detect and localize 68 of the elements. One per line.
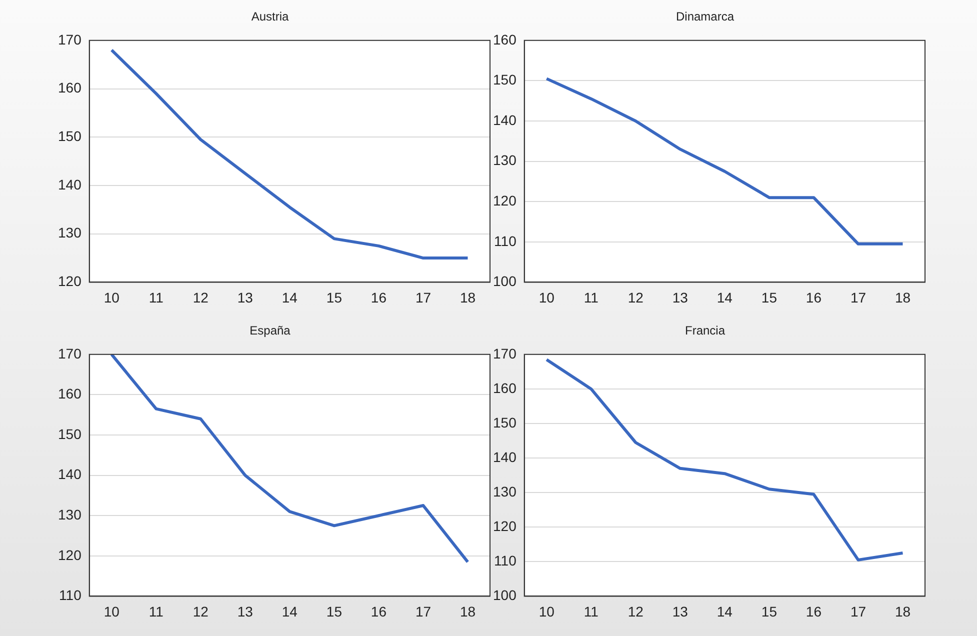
x-tick-label: 15 xyxy=(326,603,342,620)
x-tick-label: 14 xyxy=(716,289,733,306)
x-tick-label: 14 xyxy=(282,289,298,306)
x-tick-label: 13 xyxy=(672,603,688,620)
x-tick-label: 11 xyxy=(148,289,164,306)
y-tick-label: 160 xyxy=(58,80,82,96)
chart-title: España xyxy=(250,324,291,338)
y-tick-label: 120 xyxy=(493,192,517,208)
x-tick-label: 17 xyxy=(850,289,866,306)
y-tick-label: 130 xyxy=(493,483,517,500)
x-tick-label: 12 xyxy=(192,289,209,306)
y-tick-label: 170 xyxy=(493,345,517,362)
x-tick-label: 11 xyxy=(148,603,164,620)
x-tick-label: 17 xyxy=(850,603,866,620)
y-tick-label: 170 xyxy=(58,345,82,362)
x-tick-label: 15 xyxy=(326,289,342,306)
y-tick-label: 110 xyxy=(59,587,82,604)
chart-title: Francia xyxy=(684,324,726,338)
y-tick-label: 130 xyxy=(58,224,82,241)
x-tick-label: 10 xyxy=(104,603,120,620)
y-tick-label: 130 xyxy=(493,152,517,168)
x-tick-label: 18 xyxy=(894,603,911,620)
x-tick-label: 12 xyxy=(628,289,644,306)
x-tick-label: 16 xyxy=(370,289,387,306)
y-tick-label: 140 xyxy=(58,466,82,482)
y-tick-label: 140 xyxy=(493,448,517,465)
x-tick-label: 10 xyxy=(538,289,555,306)
x-tick-label: 12 xyxy=(192,603,209,620)
y-tick-label: 120 xyxy=(493,518,517,534)
y-tick-label: 150 xyxy=(58,128,82,144)
y-tick-label: 140 xyxy=(58,176,82,192)
chart-title: Dinamarca xyxy=(676,10,734,24)
y-tick-label: 100 xyxy=(493,587,517,604)
x-tick-label: 16 xyxy=(806,289,822,306)
x-tick-label: 18 xyxy=(460,603,476,620)
x-tick-label: 18 xyxy=(460,289,476,306)
y-tick-label: 160 xyxy=(493,380,517,396)
x-tick-label: 13 xyxy=(672,289,688,306)
x-tick-label: 18 xyxy=(894,289,911,306)
y-tick-label: 100 xyxy=(493,273,517,290)
x-tick-label: 17 xyxy=(415,603,432,620)
y-tick-label: 120 xyxy=(58,273,82,290)
x-tick-label: 13 xyxy=(237,603,254,620)
y-tick-label: 120 xyxy=(58,546,82,563)
x-tick-label: 12 xyxy=(628,603,644,620)
x-tick-label: 15 xyxy=(761,603,778,620)
y-tick-label: 150 xyxy=(493,414,517,430)
x-tick-label: 17 xyxy=(415,289,432,306)
y-tick-label: 110 xyxy=(494,232,517,249)
x-tick-label: 15 xyxy=(761,289,778,306)
y-tick-label: 160 xyxy=(493,31,517,48)
x-tick-label: 13 xyxy=(237,289,254,306)
x-tick-label: 11 xyxy=(584,603,599,620)
y-tick-label: 150 xyxy=(493,72,517,88)
x-tick-label: 10 xyxy=(538,603,555,620)
y-tick-label: 150 xyxy=(58,426,82,442)
y-tick-label: 130 xyxy=(58,506,82,522)
x-tick-label: 10 xyxy=(104,289,120,306)
y-tick-label: 110 xyxy=(494,552,517,569)
x-tick-label: 14 xyxy=(282,603,298,620)
x-tick-label: 14 xyxy=(716,603,733,620)
chart-title: Austria xyxy=(251,10,289,24)
x-tick-label: 11 xyxy=(584,289,599,306)
x-tick-label: 16 xyxy=(806,603,822,620)
x-tick-label: 16 xyxy=(370,603,387,620)
y-tick-label: 170 xyxy=(58,31,82,48)
y-tick-label: 160 xyxy=(58,386,82,402)
y-tick-label: 140 xyxy=(493,112,517,128)
